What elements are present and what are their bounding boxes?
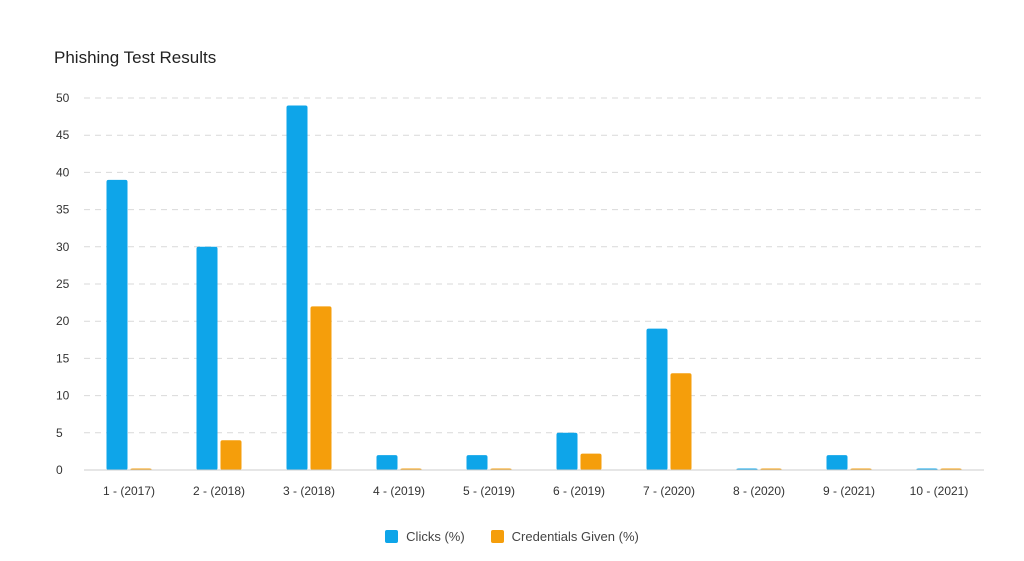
- legend-label-credentials: Credentials Given (%): [511, 529, 639, 544]
- bar-clicks[interactable]: [556, 432, 578, 470]
- x-tick-label: 8 - (2020): [733, 484, 785, 498]
- legend-swatch-credentials: [490, 530, 504, 543]
- bar-clicks[interactable]: [376, 455, 398, 470]
- x-tick-label: 7 - (2020): [643, 484, 695, 498]
- y-tick-label: 40: [56, 165, 70, 179]
- x-tick-label: 9 - (2021): [823, 484, 875, 498]
- bar-clicks[interactable]: [646, 328, 668, 470]
- y-tick-label: 50: [56, 91, 70, 105]
- gridlines: [84, 97, 984, 434]
- legend-item-clicks[interactable]: Clicks (%): [385, 529, 465, 544]
- bar-credentials[interactable]: [220, 440, 242, 470]
- legend-item-credentials[interactable]: Credentials Given (%): [490, 529, 639, 544]
- bar-credentials[interactable]: [580, 453, 602, 470]
- chart-title: Phishing Test Results: [54, 48, 217, 67]
- x-tick-label: 4 - (2019): [373, 484, 425, 498]
- y-tick-label: 10: [56, 389, 70, 403]
- x-tick-label: 3 - (2018): [283, 484, 335, 498]
- y-tick-label: 15: [56, 351, 70, 365]
- bar-clicks[interactable]: [196, 246, 218, 470]
- bar-credentials[interactable]: [310, 306, 332, 470]
- y-tick-label: 20: [56, 314, 70, 328]
- x-tick-label: 10 - (2021): [910, 484, 969, 498]
- x-axis-ticks: 1 - (2017) 2 - (2018) 3 - (2018) 4 - (2019)…: [103, 484, 968, 498]
- x-tick-label: 1 - (2017): [103, 484, 155, 498]
- x-tick-label: 6 - (2019): [553, 484, 605, 498]
- y-tick-label: 25: [56, 277, 70, 291]
- legend-swatch-clicks: [385, 530, 399, 543]
- x-tick-label: 5 - (2019): [463, 484, 515, 498]
- legend: Clicks (%) Credentials Given (%): [0, 529, 1024, 544]
- legend-label-clicks: Clicks (%): [406, 529, 465, 544]
- bars: [106, 105, 962, 470]
- bar-credentials[interactable]: [670, 373, 692, 470]
- bar-clicks[interactable]: [826, 455, 848, 470]
- y-axis-ticks: 0 5 10 15 20 25 30 35 40 45 50: [56, 91, 70, 477]
- x-tick-label: 2 - (2018): [193, 484, 245, 498]
- bar-clicks[interactable]: [466, 455, 488, 470]
- bar-clicks[interactable]: [286, 105, 308, 470]
- y-tick-label: 30: [56, 240, 70, 254]
- bar-clicks[interactable]: [106, 179, 128, 470]
- y-tick-label: 5: [56, 426, 63, 440]
- y-tick-label: 35: [56, 203, 70, 217]
- y-tick-label: 45: [56, 128, 70, 142]
- y-tick-label: 0: [56, 463, 63, 477]
